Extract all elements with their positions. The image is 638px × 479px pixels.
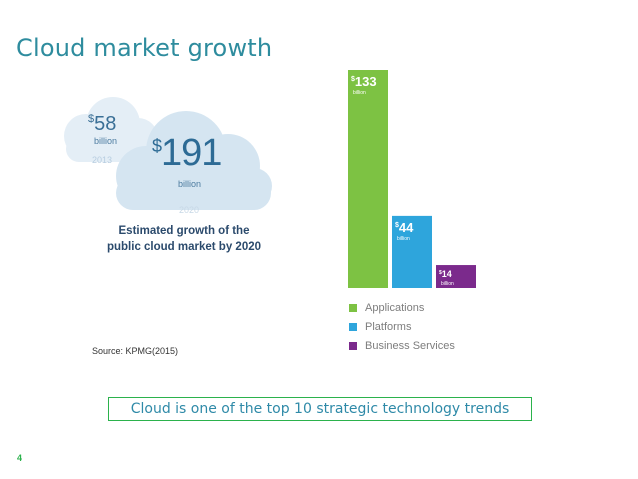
bar-value-label-applications: $133	[351, 74, 377, 89]
big-cloud-year: 2020	[179, 205, 200, 215]
small-cloud-value: $58	[88, 113, 117, 135]
legend-item-platforms: Platforms	[349, 317, 455, 336]
small-cloud-unit: billion	[94, 136, 118, 146]
legend-swatch-business-services	[349, 341, 357, 350]
legend-label-applications: Applications	[365, 301, 425, 314]
infographic-caption: Estimated growth of the public cloud mar…	[94, 223, 274, 255]
trend-callout: Cloud is one of the top 10 strategic tec…	[108, 397, 532, 421]
cloud-infographic	[64, 97, 272, 210]
bar-value-label-business-services: $14	[439, 269, 452, 279]
big-cloud-shape	[116, 111, 272, 210]
bar-unit-label-platforms: billion	[397, 236, 410, 242]
bar-value-label-platforms: $44	[395, 220, 414, 235]
bar-business-services	[436, 265, 476, 288]
page-number: 4	[17, 453, 23, 463]
legend-swatch-platforms	[349, 322, 357, 331]
bar-unit-label-business-services: billion	[441, 281, 454, 287]
chart-legend: Applications Platforms Business Services	[349, 298, 455, 355]
caption-line-1: Estimated growth of the	[118, 225, 250, 237]
caption-line-2: public cloud market by 2020	[106, 241, 262, 253]
legend-item-applications: Applications	[349, 298, 455, 317]
bar-unit-label-applications: billion	[353, 90, 366, 96]
small-cloud-year: 2013	[92, 155, 113, 165]
big-cloud-value: $191	[152, 132, 222, 174]
slide-title: Cloud market growth	[16, 34, 273, 62]
bar-applications	[348, 70, 388, 288]
legend-swatch-applications	[349, 303, 357, 312]
bar-platforms	[392, 215, 432, 288]
source-note: Source: KPMG(2015)	[92, 346, 179, 356]
big-cloud-unit: billion	[178, 179, 202, 189]
legend-label-platforms: Platforms	[365, 320, 412, 333]
legend-label-business-services: Business Services	[365, 339, 455, 352]
legend-item-business-services: Business Services	[349, 336, 455, 355]
